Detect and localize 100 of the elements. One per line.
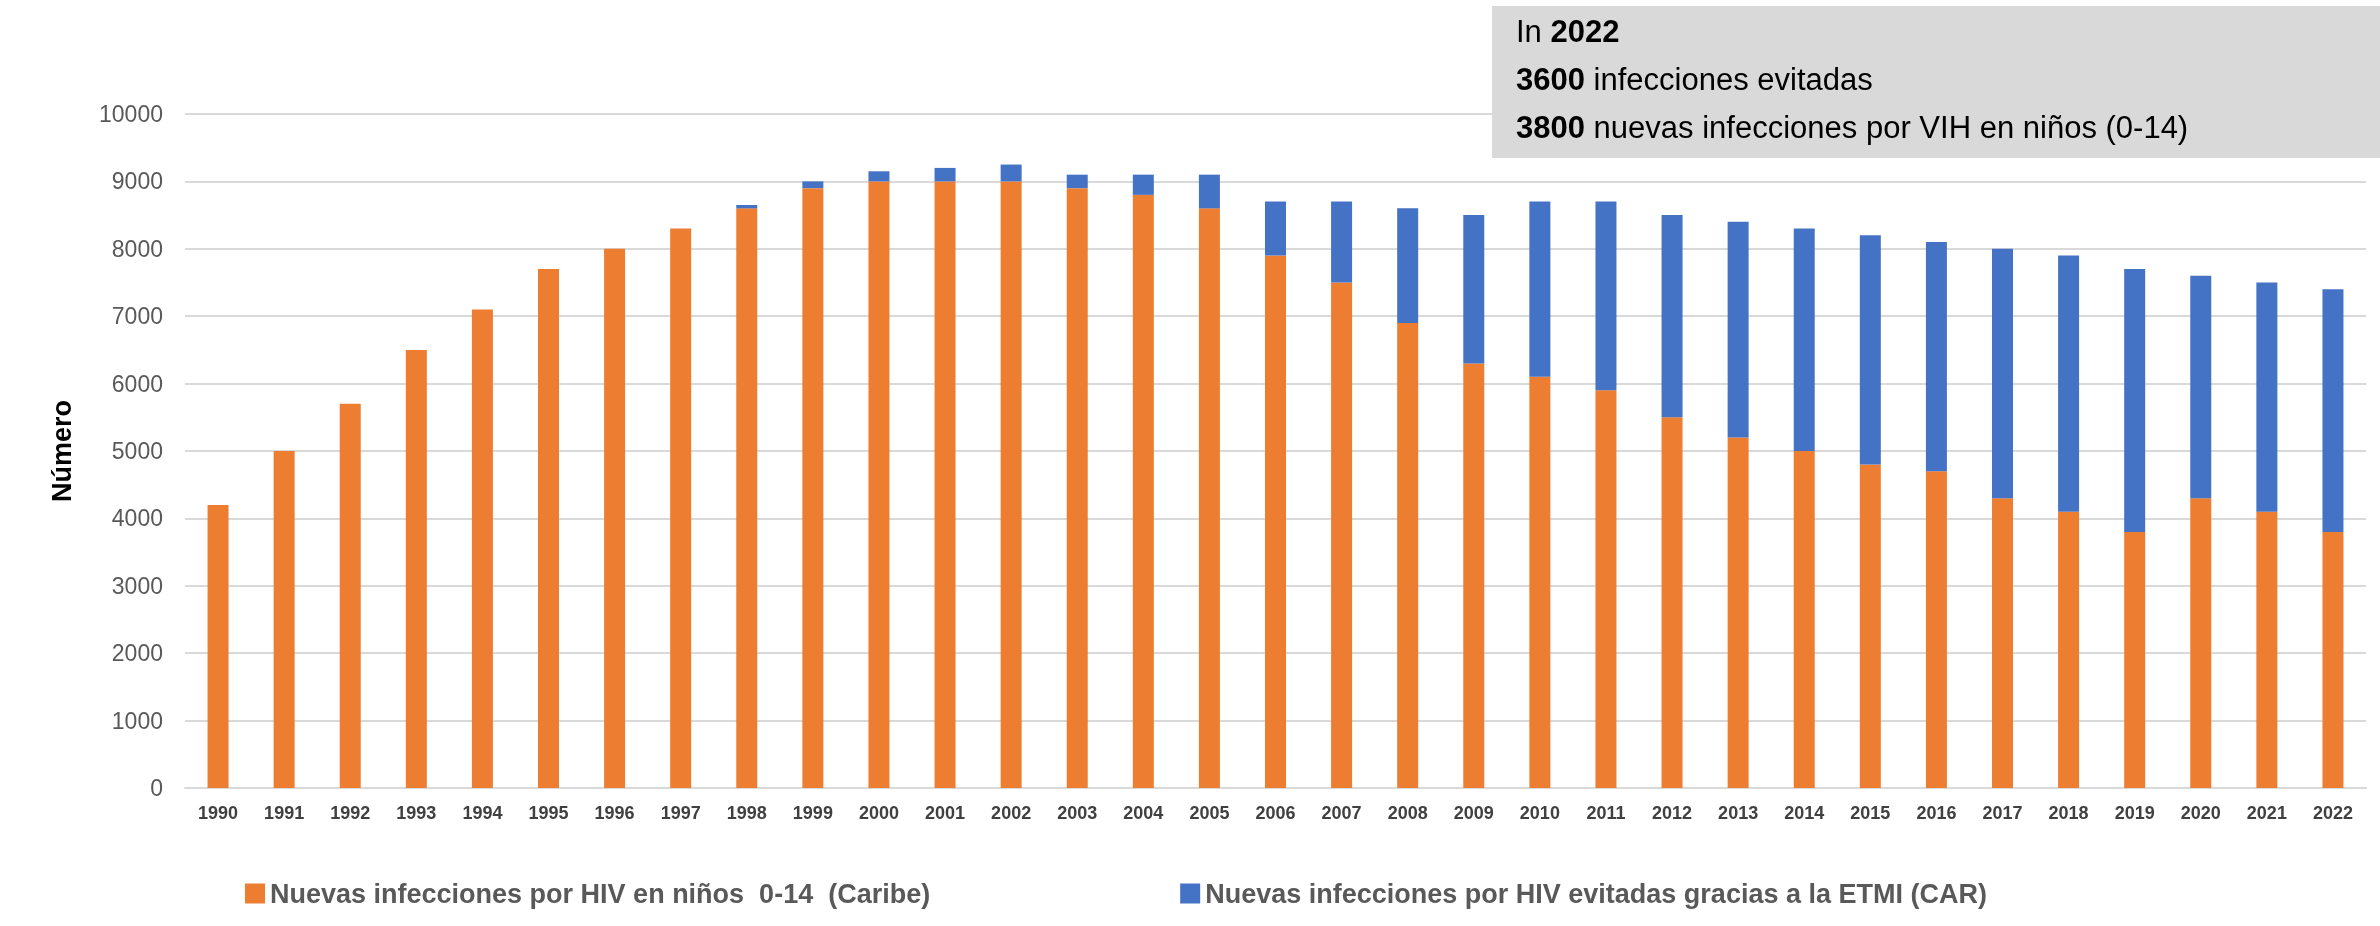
- bar: [1793, 451, 1815, 788]
- y-tick-label: 3000: [111, 572, 163, 599]
- bar: [1793, 228, 1815, 451]
- bar: [1132, 174, 1154, 195]
- y-tick-label: 0: [150, 775, 163, 801]
- x-tick-label: 2016: [1916, 803, 1957, 823]
- bar: [1727, 221, 1749, 438]
- x-tick-label: 2015: [1850, 803, 1891, 823]
- bar: [1000, 164, 1022, 182]
- x-tick-label: 2006: [1255, 803, 1296, 823]
- bar: [1529, 376, 1551, 788]
- bar: [2058, 255, 2080, 512]
- bar: [2256, 282, 2278, 512]
- bar: [1397, 322, 1419, 788]
- bar: [1463, 215, 1485, 364]
- note-box: In 2022 3600 infecciones evitadas 3800 nuevas infecciones por VIH en niños (0-14): [1492, 6, 2380, 158]
- bar: [2256, 511, 2278, 788]
- x-tick-label: 1997: [660, 803, 701, 823]
- bar: [1992, 248, 2013, 499]
- legend-label: Nuevas infecciones por HIV en niños 0-14 (Caribe): [270, 878, 931, 909]
- bar: [538, 269, 559, 788]
- x-tick-label: 2021: [2246, 803, 2287, 823]
- x-tick-label: 1993: [396, 803, 437, 823]
- x-tick-label: 2008: [1387, 803, 1428, 823]
- bar: [934, 167, 956, 182]
- y-tick-label: 5000: [111, 438, 163, 464]
- bar: [405, 349, 427, 788]
- bar: [1595, 201, 1617, 391]
- bar: [1727, 437, 1749, 788]
- bar: [2322, 289, 2344, 532]
- legend-label: Nuevas infecciones por HIV evitadas gracias a la ETMI (CAR): [1205, 878, 1987, 909]
- bar: [1331, 282, 1353, 788]
- bar: [1661, 417, 1683, 788]
- bar: [1066, 174, 1088, 189]
- bar: [1000, 181, 1022, 788]
- bar: [802, 188, 824, 788]
- x-tick-label: 2011: [1586, 803, 1626, 823]
- bar: [604, 248, 626, 788]
- bar: [2058, 511, 2080, 788]
- bar: [1066, 188, 1088, 788]
- bar: [868, 181, 890, 788]
- y-tick-label: 4000: [111, 505, 163, 532]
- x-tick-label: 2003: [1057, 803, 1098, 823]
- x-tick-label: 2007: [1321, 803, 1362, 823]
- bar: [1925, 242, 1947, 472]
- y-tick-label: 1000: [111, 707, 163, 734]
- bar: [802, 181, 824, 189]
- bar: [273, 451, 295, 788]
- bar: [2190, 275, 2212, 499]
- y-axis-title: Número: [46, 399, 77, 503]
- bar: [339, 403, 361, 788]
- x-tick-label: 2020: [2180, 803, 2221, 823]
- bar: [2190, 498, 2212, 788]
- bar: [1397, 208, 1419, 323]
- bar: [2124, 531, 2146, 788]
- x-tick-label: 2000: [858, 803, 899, 823]
- bar: [1859, 235, 1881, 465]
- x-tick-label: 2022: [2312, 803, 2353, 823]
- bar: [1463, 363, 1485, 788]
- bar: [1331, 201, 1353, 283]
- bar: [934, 181, 956, 788]
- y-tick-label: 2000: [111, 640, 163, 667]
- y-tick-label: 9000: [111, 168, 163, 195]
- x-tick-label: 1991: [264, 803, 305, 823]
- x-tick-label: 2013: [1718, 803, 1759, 823]
- x-tick-label: 1992: [330, 803, 371, 823]
- bar: [670, 228, 692, 788]
- x-tick-label: 2001: [925, 803, 966, 823]
- x-tick-label: 1990: [198, 803, 239, 823]
- x-tick-label: 1996: [594, 803, 635, 823]
- bar: [1925, 471, 1947, 788]
- x-tick-label: 2017: [1982, 803, 2023, 823]
- bar: [1198, 208, 1220, 788]
- x-tick-label: 2002: [991, 803, 1032, 823]
- bar: [1265, 201, 1286, 256]
- bar: [1265, 255, 1286, 788]
- bar: [2322, 531, 2344, 788]
- bar: [2124, 269, 2146, 532]
- bar: [1859, 464, 1881, 788]
- x-tick-label: 2004: [1123, 803, 1164, 823]
- x-tick-label: 1998: [726, 803, 767, 823]
- x-tick-label: 2005: [1189, 803, 1230, 823]
- y-tick-label: 6000: [111, 370, 163, 397]
- bar: [1198, 174, 1220, 209]
- x-tick-label: 2012: [1652, 803, 1693, 823]
- x-tick-label: 2018: [2048, 803, 2089, 823]
- x-tick-label: 2019: [2114, 803, 2155, 823]
- y-tick-label: 10000: [99, 101, 163, 127]
- y-tick-label: 7000: [111, 303, 163, 330]
- bar: [471, 309, 493, 788]
- bar: [1529, 201, 1551, 377]
- bar: [1132, 194, 1154, 788]
- x-tick-label: 1999: [792, 803, 833, 823]
- bar: [1661, 215, 1683, 418]
- bar: [736, 208, 758, 788]
- bar: [1595, 390, 1617, 788]
- annotation: 3800 nuevas infecciones por VIH en niños (0-14): [1516, 110, 2189, 145]
- bar: [207, 504, 229, 788]
- x-tick-label: 2009: [1453, 803, 1494, 823]
- x-tick-label: 1995: [528, 803, 569, 823]
